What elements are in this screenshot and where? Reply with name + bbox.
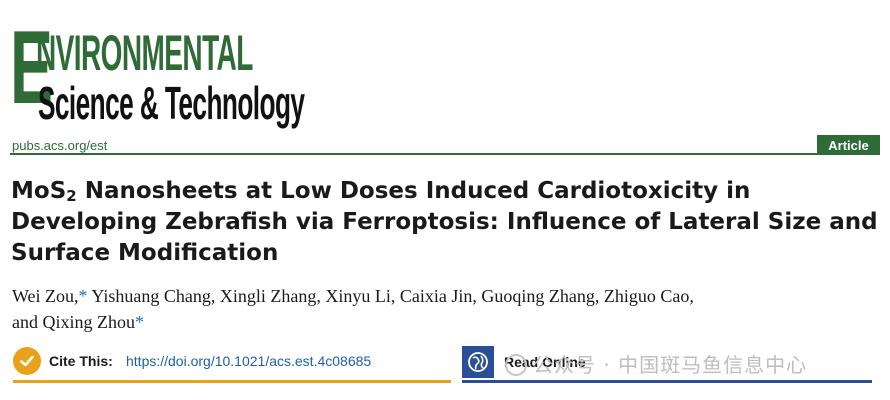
author-last[interactable]: and Qixing Zhou: [12, 312, 135, 332]
logo-environmental: NVIRONMENTAL: [36, 25, 253, 81]
logo-science-technology: Science & Technology: [38, 77, 305, 129]
read-online-underline: [462, 380, 872, 383]
article-type-badge: Article: [817, 135, 880, 155]
wechat-icon: [505, 354, 527, 376]
corresponding-author-mark-2[interactable]: *: [135, 312, 144, 332]
journal-url[interactable]: pubs.acs.org/est: [12, 138, 108, 153]
globe-icon: [462, 346, 494, 378]
cite-underline: [13, 380, 451, 383]
author-first[interactable]: Wei Zou,: [12, 286, 79, 306]
doi-link[interactable]: https://doi.org/10.1021/acs.est.4c08685: [126, 353, 372, 369]
corresponding-author-mark[interactable]: *: [78, 286, 88, 306]
cite-this-label: Cite This:: [49, 353, 113, 369]
logo-letter-e: E: [10, 10, 54, 126]
watermark-text: 公众号 · 中国斑马鱼信息中心: [533, 353, 808, 377]
check-circle-icon: [13, 347, 41, 375]
title-formula: MoS: [11, 178, 67, 204]
author-list: Wei Zou,* Yishuang Chang, Xingli Zhang, …: [12, 283, 872, 335]
cite-this-bar: Cite This: https://doi.org/10.1021/acs.e…: [13, 346, 451, 383]
article-title: MoS2 Nanosheets at Low Doses Induced Car…: [11, 176, 886, 269]
journal-logo: E NVIRONMENTAL Science & Technology: [8, 16, 305, 130]
title-subscript: 2: [66, 187, 77, 205]
header-divider: [10, 153, 880, 155]
author-list-rest[interactable]: Yishuang Chang, Xingli Zhang, Xinyu Li, …: [87, 286, 694, 306]
wechat-watermark: 公众号 · 中国斑马鱼信息中心: [505, 349, 807, 378]
title-text: Nanosheets at Low Doses Induced Cardioto…: [11, 178, 878, 266]
